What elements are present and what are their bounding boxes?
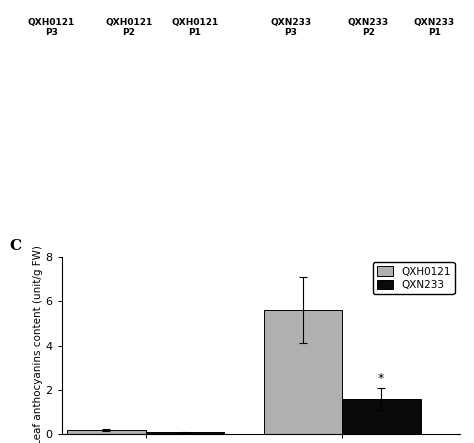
Text: QXN233
P3: QXN233 P3: [271, 18, 311, 37]
Legend: QXH0121, QXN233: QXH0121, QXN233: [373, 262, 455, 294]
Text: QXH0121
P2: QXH0121 P2: [105, 18, 153, 37]
Y-axis label: Leaf anthocyanins content (unit/g FW): Leaf anthocyanins content (unit/g FW): [33, 245, 43, 443]
Text: A: A: [7, 8, 19, 22]
Bar: [67, 430, 146, 434]
Text: *: *: [378, 372, 384, 385]
Text: QXN233
P1: QXN233 P1: [413, 18, 455, 37]
Bar: [146, 432, 224, 434]
Text: QXH0121
P3: QXH0121 P3: [28, 18, 75, 37]
Text: QXN233
P2: QXN233 P2: [348, 18, 389, 37]
Bar: [342, 399, 420, 434]
Text: QXH0121
P1: QXH0121 P1: [171, 18, 219, 37]
Text: C: C: [9, 238, 22, 253]
Bar: [264, 310, 342, 434]
Text: B: B: [246, 8, 259, 22]
